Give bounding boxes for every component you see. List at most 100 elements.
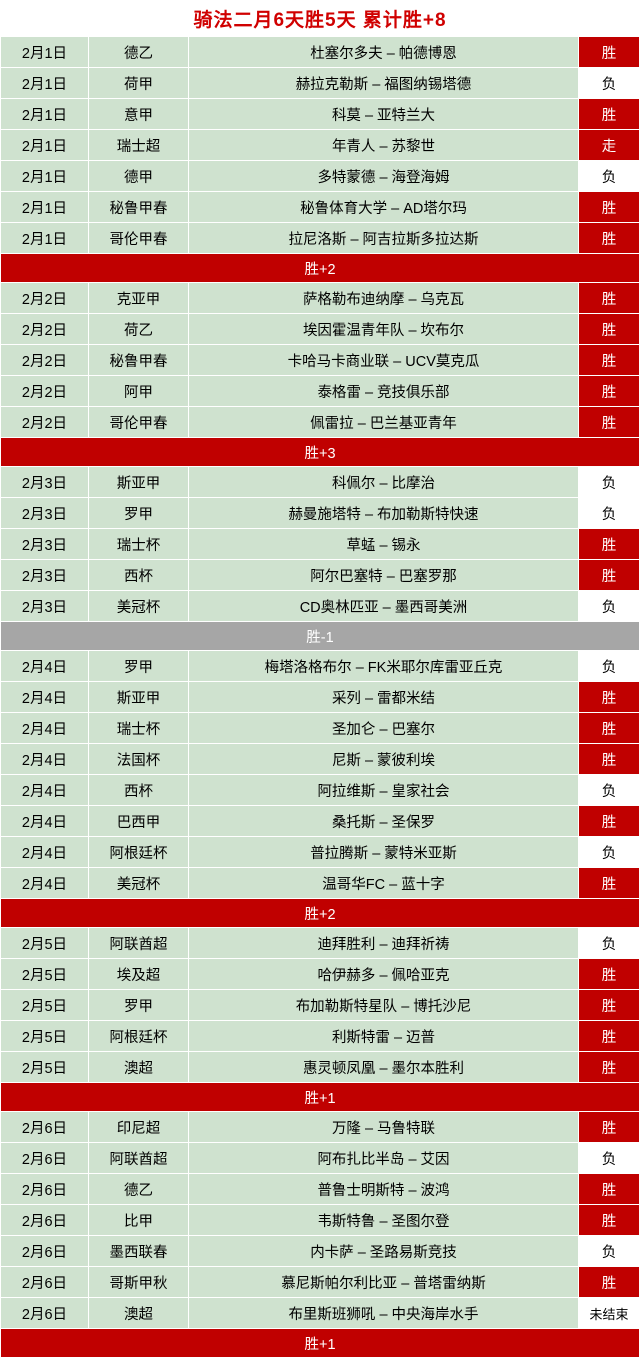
cell-match: 普拉腾斯 – 蒙特米亚斯 [189, 837, 579, 868]
cell-match: 赫曼施塔特 – 布加勒斯特快速 [189, 498, 579, 529]
cell-result: 胜 [579, 407, 639, 438]
cell-result: 胜 [579, 713, 639, 744]
cell-date: 2月4日 [1, 775, 89, 806]
table-row: 2月2日秘鲁甲春卡哈马卡商业联 – UCV莫克瓜胜 [1, 345, 639, 376]
summary-row: 胜+1 [1, 1083, 639, 1112]
table-row: 2月6日德乙普鲁士明斯特 – 波鸿胜 [1, 1174, 639, 1205]
cell-match: 桑托斯 – 圣保罗 [189, 806, 579, 837]
cell-result: 负 [579, 775, 639, 806]
cell-match: 杜塞尔多夫 – 帕德博恩 [189, 37, 579, 68]
cell-result: 未结束 [579, 1298, 639, 1329]
cell-result: 胜 [579, 1021, 639, 1052]
cell-date: 2月6日 [1, 1174, 89, 1205]
cell-match: 慕尼斯帕尔利比亚 – 普塔雷纳斯 [189, 1267, 579, 1298]
table-row: 2月2日阿甲泰格雷 – 竞技俱乐部胜 [1, 376, 639, 407]
table-row: 2月1日德乙杜塞尔多夫 – 帕德博恩胜 [1, 37, 639, 68]
table-row: 2月5日阿联酋超迪拜胜利 – 迪拜祈祷负 [1, 928, 639, 959]
summary-label: 胜-1 [1, 622, 639, 651]
cell-date: 2月6日 [1, 1298, 89, 1329]
cell-date: 2月4日 [1, 682, 89, 713]
cell-date: 2月6日 [1, 1143, 89, 1174]
table-row: 2月4日斯亚甲采列 – 雷都米结胜 [1, 682, 639, 713]
cell-result: 胜 [579, 223, 639, 254]
cell-match: 哈伊赫多 – 佩哈亚克 [189, 959, 579, 990]
cell-date: 2月3日 [1, 591, 89, 622]
table-row: 2月2日荷乙埃因霍温青年队 – 坎布尔胜 [1, 314, 639, 345]
cell-match: 利斯特雷 – 迈普 [189, 1021, 579, 1052]
cell-league: 荷甲 [89, 68, 189, 99]
cell-date: 2月1日 [1, 192, 89, 223]
cell-match: 科莫 – 亚特兰大 [189, 99, 579, 130]
table-row: 2月6日哥斯甲秋慕尼斯帕尔利比亚 – 普塔雷纳斯胜 [1, 1267, 639, 1298]
cell-league: 阿根廷杯 [89, 837, 189, 868]
summary-label: 胜+1 [1, 1083, 639, 1112]
cell-date: 2月4日 [1, 713, 89, 744]
table-row: 2月2日哥伦甲春佩雷拉 – 巴兰基亚青年胜 [1, 407, 639, 438]
table-row: 2月4日巴西甲桑托斯 – 圣保罗胜 [1, 806, 639, 837]
cell-date: 2月3日 [1, 467, 89, 498]
table-row: 2月1日哥伦甲春拉尼洛斯 – 阿吉拉斯多拉达斯胜 [1, 223, 639, 254]
summary-row: 胜+1 [1, 1329, 639, 1358]
cell-date: 2月2日 [1, 345, 89, 376]
cell-result: 胜 [579, 806, 639, 837]
cell-date: 2月4日 [1, 868, 89, 899]
cell-date: 2月4日 [1, 837, 89, 868]
cell-result: 负 [579, 928, 639, 959]
cell-date: 2月2日 [1, 283, 89, 314]
cell-result: 负 [579, 161, 639, 192]
title-row: 骑法二月6天胜5天 累计胜+8 [1, 0, 639, 37]
cell-result: 负 [579, 467, 639, 498]
cell-league: 德乙 [89, 1174, 189, 1205]
summary-row: 胜+2 [1, 254, 639, 283]
cell-date: 2月6日 [1, 1236, 89, 1267]
cell-result: 胜 [579, 560, 639, 591]
table-row: 2月1日荷甲赫拉克勒斯 – 福图纳锡塔德负 [1, 68, 639, 99]
cell-result: 走 [579, 130, 639, 161]
cell-league: 罗甲 [89, 990, 189, 1021]
table-row: 2月5日澳超惠灵顿凤凰 – 墨尔本胜利胜 [1, 1052, 639, 1083]
table-row: 2月1日瑞士超年青人 – 苏黎世走 [1, 130, 639, 161]
cell-date: 2月1日 [1, 130, 89, 161]
table-row: 2月6日比甲韦斯特鲁 – 圣图尔登胜 [1, 1205, 639, 1236]
cell-match: 阿尔巴塞特 – 巴塞罗那 [189, 560, 579, 591]
table-row: 2月6日墨西联春内卡萨 – 圣路易斯竞技负 [1, 1236, 639, 1267]
cell-match: 埃因霍温青年队 – 坎布尔 [189, 314, 579, 345]
summary-row: 胜+2 [1, 899, 639, 928]
cell-date: 2月5日 [1, 928, 89, 959]
table-row: 2月4日阿根廷杯普拉腾斯 – 蒙特米亚斯负 [1, 837, 639, 868]
cell-result: 胜 [579, 376, 639, 407]
cell-league: 斯亚甲 [89, 682, 189, 713]
table-row: 2月4日法国杯尼斯 – 蒙彼利埃胜 [1, 744, 639, 775]
cell-league: 西杯 [89, 560, 189, 591]
cell-result: 胜 [579, 1267, 639, 1298]
cell-date: 2月4日 [1, 651, 89, 682]
table-row: 2月5日罗甲布加勒斯特星队 – 博托沙尼胜 [1, 990, 639, 1021]
cell-league: 秘鲁甲春 [89, 345, 189, 376]
cell-date: 2月3日 [1, 529, 89, 560]
cell-league: 美冠杯 [89, 868, 189, 899]
cell-league: 德甲 [89, 161, 189, 192]
cell-result: 胜 [579, 1205, 639, 1236]
cell-date: 2月3日 [1, 498, 89, 529]
cell-match: 万隆 – 马鲁特联 [189, 1112, 579, 1143]
cell-date: 2月5日 [1, 990, 89, 1021]
cell-result: 胜 [579, 682, 639, 713]
cell-match: 萨格勒布迪纳摩 – 乌克瓦 [189, 283, 579, 314]
cell-date: 2月2日 [1, 314, 89, 345]
cell-date: 2月6日 [1, 1267, 89, 1298]
summary-label: 胜+2 [1, 254, 639, 283]
cell-result: 负 [579, 68, 639, 99]
table-row: 2月3日斯亚甲科佩尔 – 比摩治负 [1, 467, 639, 498]
cell-match: 佩雷拉 – 巴兰基亚青年 [189, 407, 579, 438]
cell-date: 2月4日 [1, 744, 89, 775]
cell-result: 胜 [579, 314, 639, 345]
cell-match: 韦斯特鲁 – 圣图尔登 [189, 1205, 579, 1236]
cell-league: 墨西联春 [89, 1236, 189, 1267]
cell-league: 罗甲 [89, 498, 189, 529]
cell-match: 泰格雷 – 竞技俱乐部 [189, 376, 579, 407]
cell-result: 负 [579, 651, 639, 682]
cell-date: 2月1日 [1, 68, 89, 99]
cell-league: 印尼超 [89, 1112, 189, 1143]
